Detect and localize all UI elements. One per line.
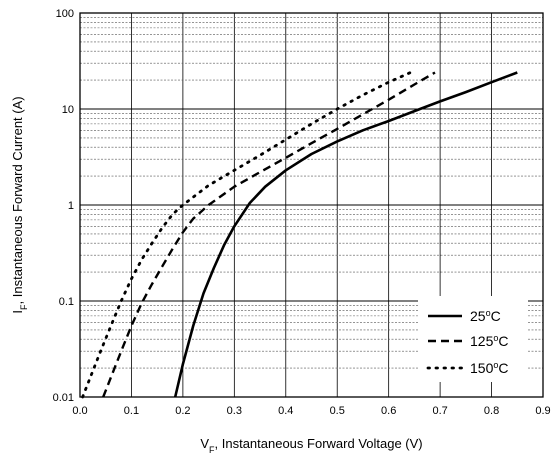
y-tick-label: 0.01: [53, 392, 74, 404]
x-tick-label: 0.4: [278, 405, 293, 417]
legend: 25oC 125oC 150oC: [418, 296, 528, 382]
plot-frame: [79, 12, 544, 398]
series-group: [81, 69, 518, 399]
x-tick-label: 0.6: [381, 405, 396, 417]
x-tick-label: 0.8: [484, 405, 499, 417]
series-line-1: [102, 71, 436, 398]
y-axis-label: IF, Instantaneous Forward Current (A): [10, 96, 29, 313]
y-tick-label: 1: [68, 200, 74, 212]
series-line-0: [173, 71, 518, 398]
series-line-2: [81, 69, 416, 399]
x-tick-label: 0.2: [175, 405, 190, 417]
legend-label-150c: 150oC: [470, 360, 509, 376]
y-tick-label: 100: [56, 8, 74, 20]
y-tick-label: 10: [62, 104, 74, 116]
y-tick-label: 0.1: [59, 296, 74, 308]
x-axis-label-rest: , Instantaneous Forward Voltage (V): [215, 436, 423, 451]
legend-label-125c: 125oC: [470, 333, 509, 349]
y-axis-label-main: I: [10, 310, 25, 314]
x-axis-label-sub: F: [209, 445, 215, 455]
legend-label-25c: 25oC: [470, 308, 501, 324]
y-tick-labels: 0.01 0.1 1 10 100: [53, 8, 74, 404]
x-tick-label: 0.1: [124, 405, 139, 417]
x-tick-label: 0.9: [535, 405, 550, 417]
x-tick-label: 0.7: [432, 405, 447, 417]
x-axis-label-main: V: [200, 436, 209, 451]
y-axis-label-sub: F: [19, 304, 29, 310]
x-tick-labels: 0.0 0.1 0.2 0.3 0.4 0.5 0.6 0.7 0.8 0.9: [72, 405, 550, 417]
x-tick-label: 0.3: [227, 405, 242, 417]
x-axis-label: VF, Instantaneous Forward Voltage (V): [200, 436, 422, 455]
y-axis-label-rest: , Instantaneous Forward Current (A): [10, 96, 25, 304]
x-tick-label: 0.0: [72, 405, 87, 417]
x-tick-label: 0.5: [330, 405, 345, 417]
